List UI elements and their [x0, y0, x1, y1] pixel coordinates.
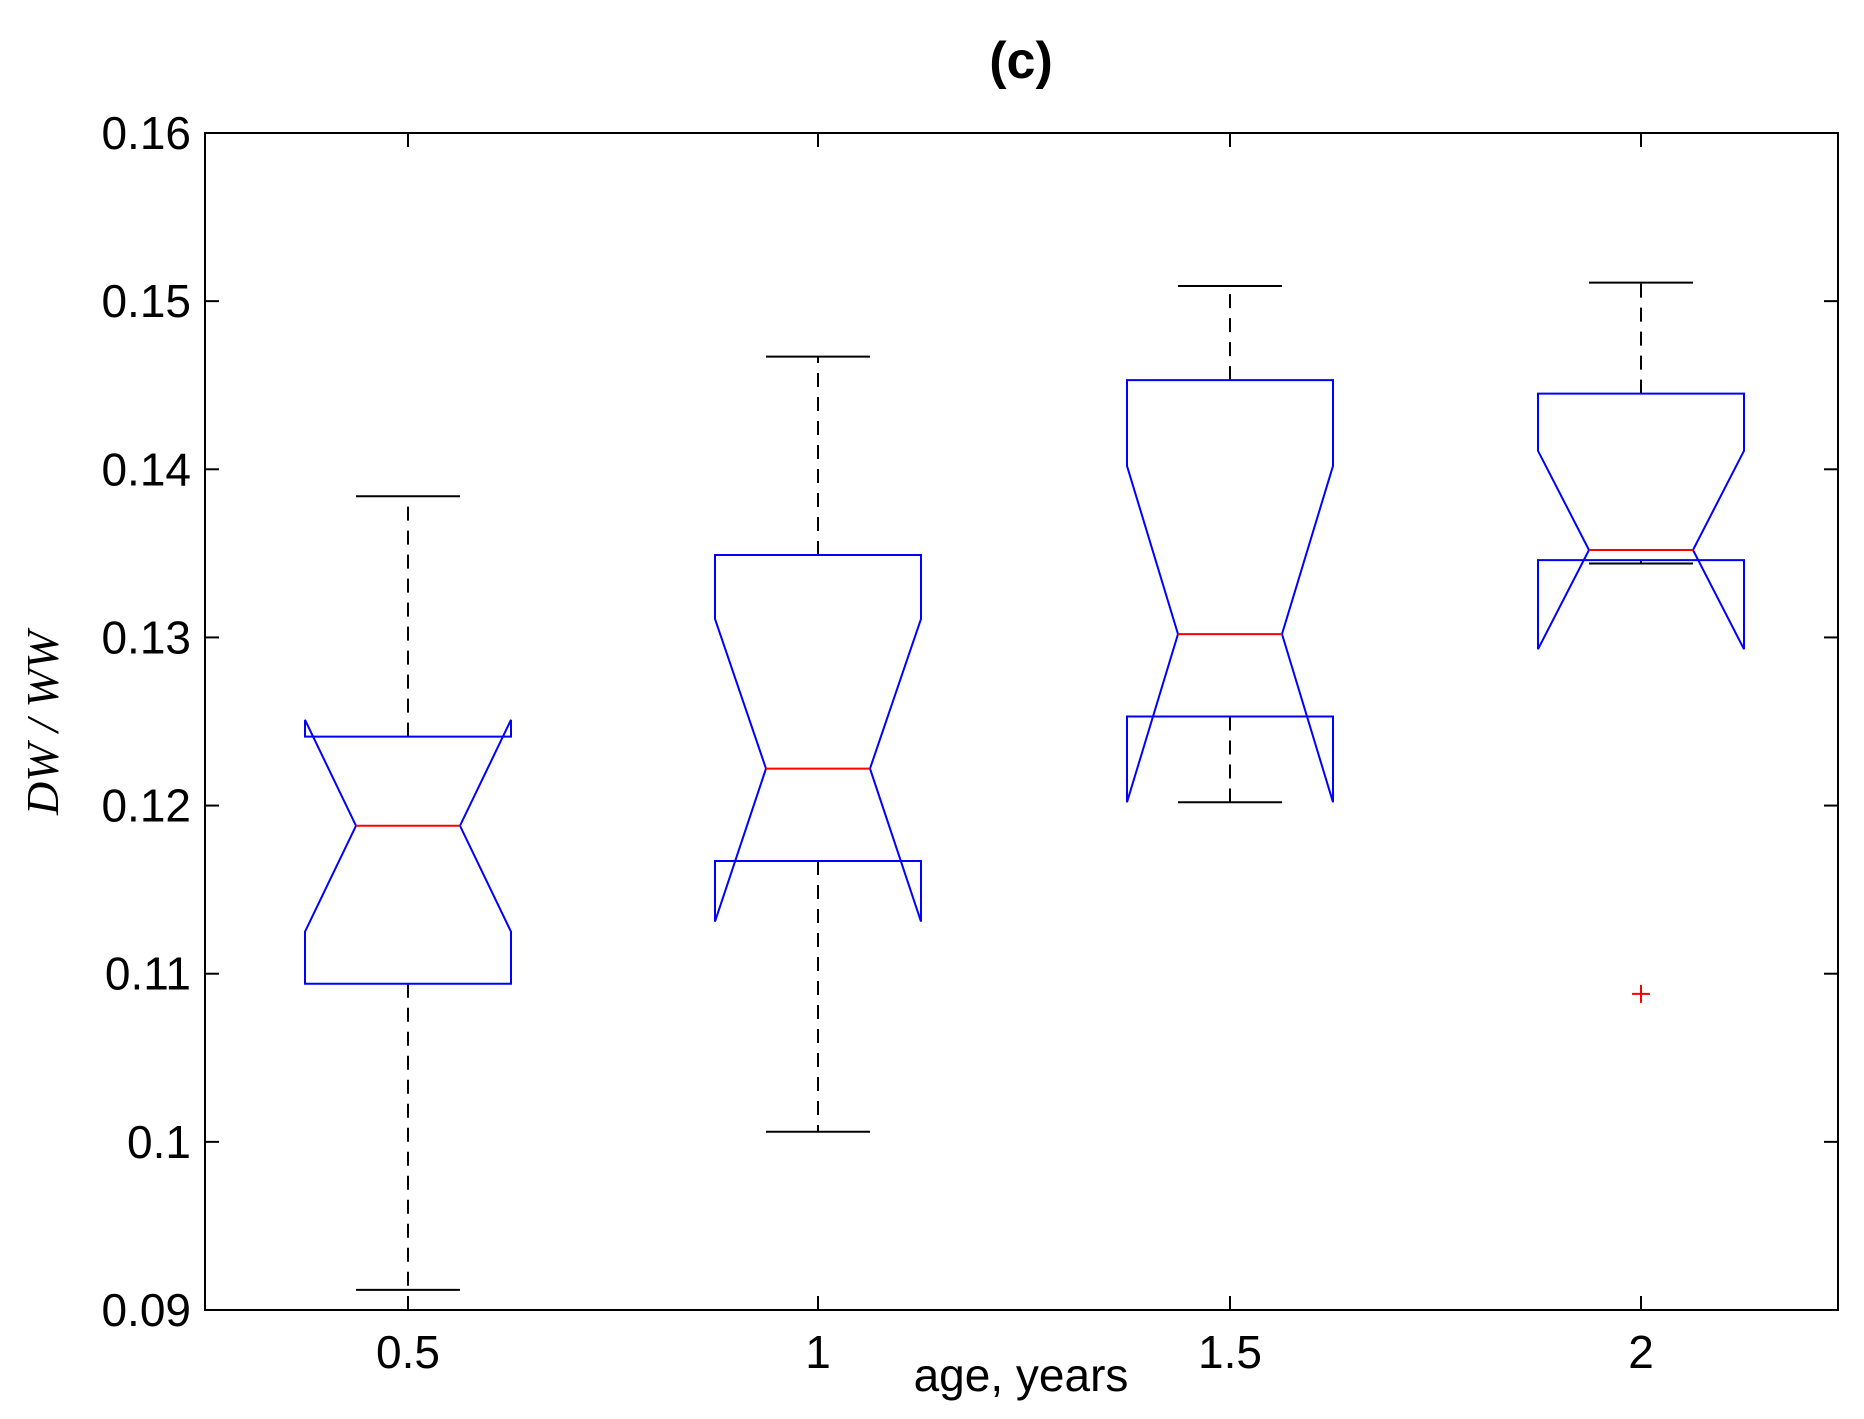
box-2: [1537, 281, 1745, 1003]
y-tick-label: 0.13: [101, 611, 191, 663]
box-0.5: [304, 495, 512, 1291]
outlier-marker: [1632, 984, 1650, 1003]
axis-ticks: 0.09 0.1 0.11 0.12 0.13 0.14 0.15 0.16 0.5 1 1.5 2: [101, 107, 1838, 1378]
y-tick-label: 0.09: [101, 1284, 191, 1336]
x-tick-label: 1: [805, 1326, 831, 1378]
y-tick-label: 0.1: [127, 1116, 191, 1168]
y-tick-label: 0.11: [105, 948, 191, 1000]
notched-box: [1537, 392, 1745, 650]
chart-title: (c): [989, 32, 1053, 90]
y-axis-label: DW / WW: [17, 627, 68, 816]
x-tick-label: 0.5: [376, 1326, 440, 1378]
x-tick-label: 1.5: [1198, 1326, 1262, 1378]
y-tick-label: 0.15: [101, 275, 191, 327]
notched-box: [304, 719, 512, 985]
x-tick-label: 2: [1628, 1326, 1654, 1378]
box-1: [714, 355, 922, 1133]
notched-box: [714, 554, 922, 922]
x-axis-label: age, years: [914, 1349, 1129, 1401]
plot-area: [204, 132, 1839, 1311]
box-1.5: [1126, 285, 1334, 804]
y-tick-label: 0.14: [101, 443, 191, 495]
y-tick-label: 0.16: [101, 107, 191, 159]
notched-box: [1126, 379, 1334, 803]
box-group: [304, 281, 1745, 1291]
y-tick-label: 0.12: [101, 780, 191, 832]
